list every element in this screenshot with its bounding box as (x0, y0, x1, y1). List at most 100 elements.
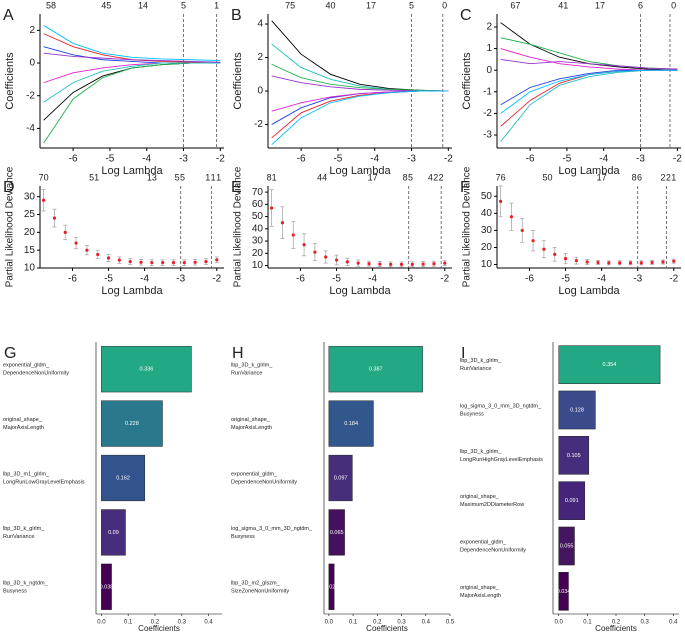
x-tick-label: 0.0 (97, 620, 106, 626)
x-tick-label: -3 (407, 154, 416, 165)
x-tick-label: 0.1 (124, 620, 133, 626)
y-tick-label: 30 (481, 225, 493, 236)
deviance-point (639, 261, 643, 265)
top-tick-label: 2 (660, 172, 665, 182)
deviance-point (432, 262, 436, 266)
top-tick-label: 5 (180, 172, 185, 182)
deviance-point (596, 260, 600, 265)
category-label: original_shape_ (3, 417, 43, 423)
x-tick-label: -5 (104, 274, 113, 285)
category-label: SizeZoneNonUniformity (231, 588, 289, 594)
y-axis-title: Coefficients (461, 52, 473, 110)
deviance-point (542, 247, 546, 251)
coefficient-path (43, 62, 221, 144)
category-label: RunVariance (231, 371, 262, 377)
deviance-point (302, 243, 306, 247)
x-tick-label: 0.1 (583, 620, 592, 626)
deviance-point (443, 261, 447, 265)
panel-label: C (460, 7, 472, 24)
x-axis-title: Coefficients (138, 624, 180, 633)
y-tick-label: -2 (254, 119, 263, 130)
x-tick-label: 0.2 (151, 620, 160, 626)
deviance-point (378, 262, 382, 266)
panel-label: F (460, 179, 470, 196)
top-tick-label: 6 (637, 172, 642, 182)
deviance-point (85, 248, 89, 252)
x-tick-label: 0.4 (204, 620, 213, 626)
top-tick-label: 17 (366, 0, 376, 10)
deviance-point (204, 259, 208, 264)
x-tick-label: -6 (69, 154, 78, 165)
x-tick-label: -3 (176, 274, 185, 285)
y-tick-label: 20 (252, 248, 264, 259)
x-axis-title: Log Lambda (329, 285, 391, 297)
x-tick-label: -2 (212, 274, 221, 285)
deviance-point (215, 258, 219, 262)
bar-value-label: 0.184 (344, 421, 358, 427)
top-tick-label: 70 (39, 172, 49, 182)
coefficient-path (43, 33, 221, 64)
top-tick-label: 6 (638, 0, 643, 10)
top-tick-label: 45 (101, 0, 111, 10)
coefficient-path (43, 25, 221, 62)
deviance-point (150, 261, 154, 265)
deviance-point (399, 262, 404, 266)
deviance-point (574, 259, 578, 263)
x-axis-title: Log Lambda (329, 165, 391, 177)
top-tick-label: 4 (428, 172, 433, 182)
category-label: DependenceNonUniformity (231, 479, 297, 485)
deviance-point (356, 261, 360, 265)
y-tick-label: 60 (252, 199, 264, 210)
coefficient-path (500, 48, 678, 71)
top-tick-label: 1 (671, 172, 676, 182)
bar-value-label: 0.097 (334, 475, 348, 481)
x-tick-label: -4 (140, 274, 149, 285)
top-tick-label: 17 (597, 172, 607, 182)
x-tick-label: 0.3 (397, 620, 406, 626)
category-label: original_shape_ (231, 417, 271, 423)
coefficient-path (43, 52, 221, 63)
deviance-point (509, 215, 514, 219)
x-tick-label: -3 (179, 154, 188, 165)
x-tick-label: -2 (440, 274, 449, 285)
deviance-point (618, 261, 622, 265)
deviance-point (96, 252, 100, 257)
panel-label: A (3, 7, 14, 24)
y-tick-label: -2 (26, 90, 35, 101)
top-tick-label: 8 (632, 172, 637, 182)
top-tick-label: 5 (408, 172, 413, 182)
coefficient-path (500, 69, 678, 142)
top-tick-label: 1 (205, 172, 210, 182)
top-tick-label: 1 (211, 172, 216, 182)
y-tick-label: 4 (257, 19, 263, 30)
bar-value-label: 0.055 (560, 543, 574, 549)
deviance-point (553, 252, 557, 256)
category-label: lbp_3D_k_glrlm_ (3, 526, 45, 532)
y-axis-title: Coefficients (4, 52, 16, 110)
top-tick-label: 50 (543, 172, 553, 182)
panel-label: E (231, 179, 242, 196)
coefficient-path (271, 90, 449, 145)
top-tick-label: 67 (510, 0, 520, 10)
deviance-point (499, 199, 503, 203)
bar-value-label: 0.09 (108, 530, 119, 536)
category-label: log_sigma_3_0_mm_3D_ngtdm_ (231, 526, 313, 532)
y-tick-label: 10 (481, 259, 493, 270)
bar (101, 454, 146, 502)
panel-label: H (232, 345, 244, 362)
category-label: lbp_3D_k_glrlm_ (460, 358, 502, 364)
x-tick-label: -2 (444, 154, 453, 165)
bar-value-label: 0.034 (557, 589, 571, 595)
top-tick-label: 0 (442, 0, 447, 10)
category-label: lbp_3D_k_ngtdm_ (3, 580, 49, 586)
y-tick-label: -4 (26, 123, 35, 134)
top-tick-label: 44 (317, 172, 327, 182)
bar (328, 454, 353, 502)
bar-value-label: 0.162 (116, 475, 130, 481)
coefficient-path (43, 62, 221, 121)
top-tick-label: 13 (147, 172, 157, 182)
top-tick-label: 5 (181, 0, 186, 10)
y-tick-label: 40 (481, 208, 493, 219)
x-tick-label: 0.5 (446, 620, 455, 626)
